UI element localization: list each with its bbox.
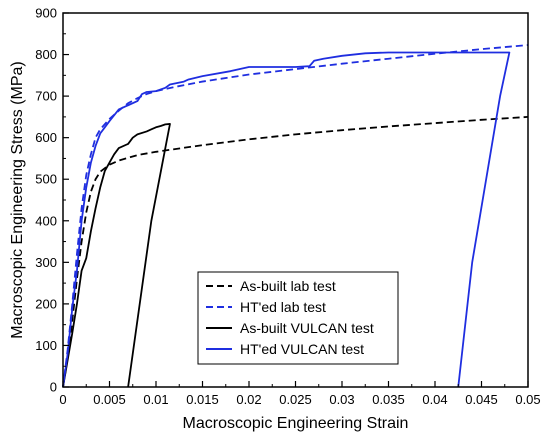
x-tick-label: 0 — [59, 392, 66, 407]
y-tick-label: 300 — [35, 255, 57, 270]
series-line-as-built-lab-test — [62, 115, 529, 388]
x-tick-label: 0.05 — [515, 392, 540, 407]
y-tick-label: 800 — [35, 47, 57, 62]
y-tick-label: 100 — [35, 338, 57, 353]
x-tick-label: 0.01 — [143, 392, 168, 407]
y-tick-label: 400 — [35, 213, 57, 228]
y-tick-label: 500 — [35, 172, 57, 187]
x-tick-label: 0.04 — [422, 392, 447, 407]
y-tick-label: 600 — [35, 130, 57, 145]
series-line-ht-ed-vulcan-test — [62, 51, 511, 388]
x-tick-label: 0.03 — [329, 392, 354, 407]
y-tick-label: 700 — [35, 89, 57, 104]
x-tick-label: 0.045 — [465, 392, 498, 407]
legend: As-built lab test HT'ed lab test As-built … — [197, 271, 399, 365]
x-tick-label: 0.02 — [236, 392, 261, 407]
y-tick-label: 200 — [35, 296, 57, 311]
x-tick-label: 0.035 — [372, 392, 405, 407]
tick-layer: 0 0.005 0.01 0.015 0.02 0.025 0.03 0.035 0.04 0.0… — [35, 6, 540, 408]
legend-label-ht-ed-vulcan-test: HT'ed VULCAN test — [240, 341, 364, 357]
x-tick-label: 0.005 — [93, 392, 126, 407]
legend-label-as-built-lab-test: As-built lab test — [240, 278, 336, 294]
legend-label-as-built-vulcan-test: As-built VULCAN test — [240, 320, 374, 336]
y-tick-label: 0 — [50, 380, 57, 395]
y-axis-title: Macroscopic Engineering Stress (MPa) — [9, 61, 26, 338]
series-line-as-built-vulcan-test — [62, 123, 171, 388]
x-tick-label: 0.015 — [186, 392, 219, 407]
x-tick-label: 0.025 — [279, 392, 312, 407]
x-axis-title: Macroscopic Engineering Strain — [183, 415, 409, 432]
y-tick-label: 900 — [35, 6, 57, 21]
plot-layer — [62, 44, 529, 388]
legend-label-ht-ed-lab-test: HT'ed lab test — [240, 299, 326, 315]
